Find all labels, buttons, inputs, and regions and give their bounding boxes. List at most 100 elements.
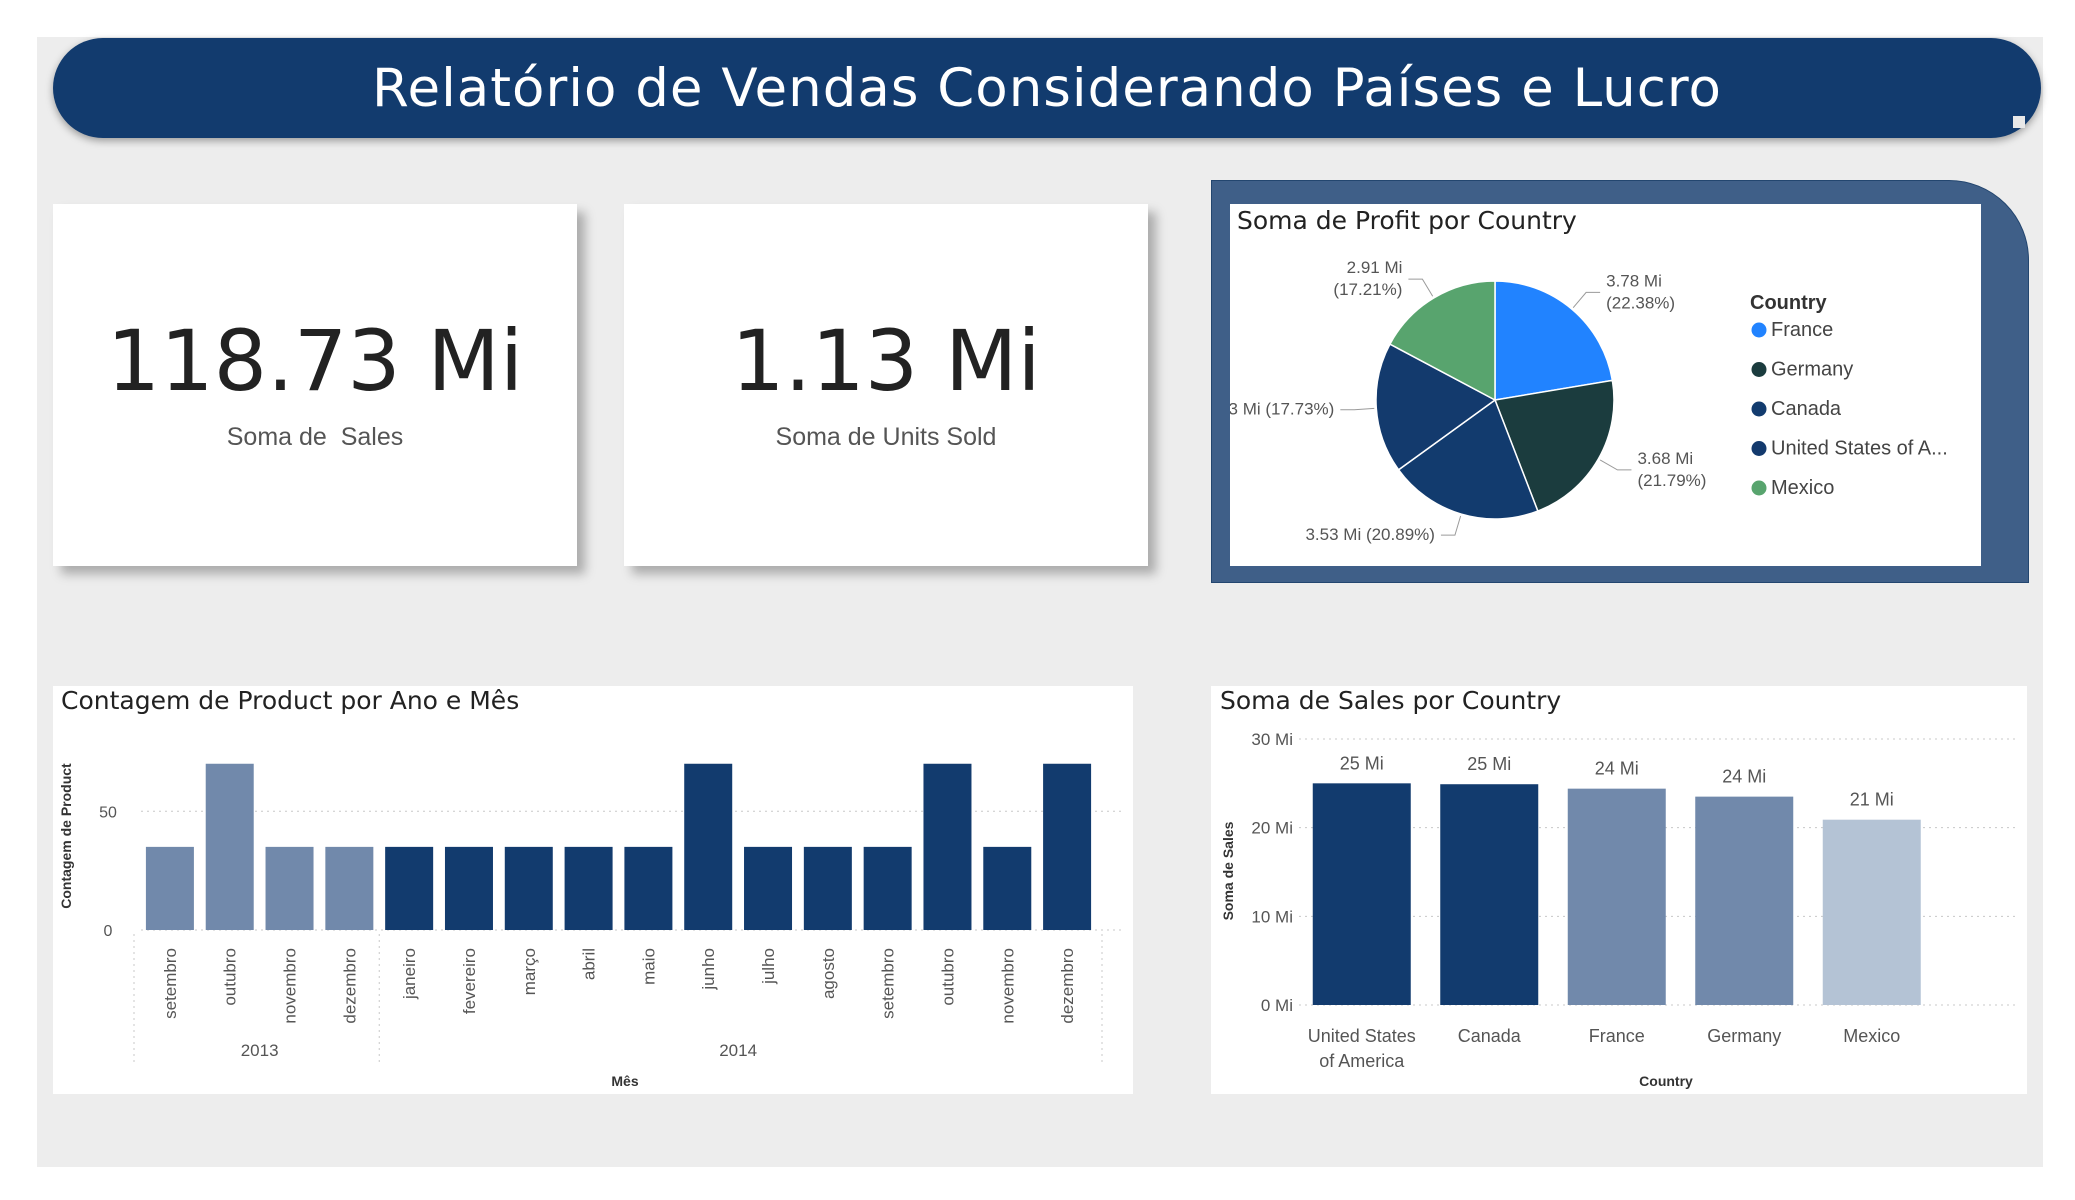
report-banner: Relatório de Vendas Considerando Países … — [53, 38, 2041, 138]
country-data-label: 21 Mi — [1850, 790, 1894, 810]
pie-legend-label: France — [1771, 319, 1833, 341]
pie-data-label: 3 Mi (17.73%) — [1230, 400, 1334, 419]
month-tick-label: junho — [699, 948, 718, 991]
pie-chart-panel[interactable]: Soma de Profit por Country 3.78 Mi (22.38… — [1230, 204, 1981, 566]
pie-chart-title: Soma de Profit por Country — [1237, 206, 1577, 235]
pie-slice — [1494, 280, 1614, 401]
country-tick-label: of America — [1319, 1051, 1405, 1071]
y-axis-label: Soma de Sales — [1220, 821, 1236, 920]
pie-leader-line — [1572, 291, 1601, 308]
month-tick-label: dezembro — [340, 948, 359, 1024]
pie-data-label: 3.68 Mi (21.79%) — [1637, 449, 1706, 490]
pie-leader-line — [1440, 515, 1462, 536]
y-tick-label: 20 Mi — [1251, 819, 1293, 838]
pie-slice — [1493, 379, 1615, 513]
month-tick-label: agosto — [819, 948, 838, 999]
pie-data-label: 3.78 Mi (22.38%) — [1606, 271, 1675, 312]
pie-legend-marker — [1751, 441, 1767, 456]
country-data-label: 24 Mi — [1722, 767, 1766, 787]
product-count-chart-panel[interactable]: Contagem de Product por Ano e Mês 0 50 Con… — [53, 686, 1133, 1094]
report-title: Relatório de Vendas Considerando Países … — [372, 57, 1722, 119]
pie-leader-line — [1599, 459, 1632, 471]
kpi-card-sales[interactable]: 118.73 Mi Soma de Sales — [53, 204, 577, 566]
product-count-chart: 0 50 Contagem de Product setembro outubro nov… — [58, 763, 1125, 1089]
country-tick-label: Germany — [1707, 1026, 1781, 1046]
country-bar — [1695, 796, 1794, 1005]
month-tick-label: março — [520, 948, 539, 995]
y-axis-label: Contagem de Product — [58, 763, 74, 909]
country-bar — [1822, 819, 1921, 1005]
month-bar — [684, 763, 733, 930]
x-axis-label: Mês — [611, 1073, 638, 1089]
pie-data-label: 2.91 Mi (17.21%) — [1333, 258, 1402, 299]
kpi-label-units-sold: Soma de Units Sold — [775, 422, 997, 451]
resize-handle-icon[interactable] — [2013, 116, 2025, 128]
kpi-value-units-sold: 1.13 Mi — [731, 311, 1041, 410]
month-bar — [983, 846, 1032, 930]
sales-by-country-chart: 0 Mi 10 Mi 20 Mi 30 Mi Soma de Sales 25 Mi Uni… — [1220, 730, 2016, 1089]
pie-slice — [1375, 343, 1497, 471]
country-bar — [1440, 784, 1539, 1005]
country-data-label: 24 Mi — [1595, 759, 1639, 779]
pie-legend-label: Mexico — [1771, 477, 1834, 499]
country-tick-label: United States — [1308, 1026, 1416, 1046]
month-tick-label: outubro — [221, 948, 240, 1006]
month-tick-label: setembro — [161, 948, 180, 1019]
month-bar — [923, 763, 972, 930]
pie-leader-line — [1340, 407, 1375, 411]
month-bar — [863, 846, 912, 930]
pie-legend-marker — [1751, 401, 1767, 417]
x-axis-label: Country — [1639, 1073, 1693, 1089]
pie-data-label: 3.53 Mi (20.89%) — [1305, 525, 1434, 544]
month-bar — [205, 763, 254, 930]
month-tick-label: novembro — [998, 948, 1017, 1024]
y-tick-label: 0 Mi — [1261, 996, 1293, 1015]
month-bar — [744, 846, 793, 930]
year-group-label: 2014 — [719, 1041, 757, 1060]
month-bar — [325, 846, 374, 930]
country-tick-label: Canada — [1458, 1026, 1522, 1046]
country-tick-label: Mexico — [1843, 1026, 1900, 1046]
country-bar — [1567, 788, 1666, 1005]
kpi-card-units-sold[interactable]: 1.13 Mi Soma de Units Sold — [624, 204, 1148, 566]
sales-by-country-chart-title: Soma de Sales por Country — [1220, 686, 1562, 715]
month-bar — [564, 846, 613, 930]
month-bar — [265, 846, 314, 930]
pie-slice — [1397, 398, 1539, 520]
country-data-label: 25 Mi — [1467, 754, 1511, 774]
pie-legend-marker — [1751, 322, 1767, 338]
country-bar — [1312, 783, 1411, 1005]
pie-slice — [1388, 280, 1496, 402]
month-tick-label: outubro — [938, 948, 957, 1006]
sales-by-country-chart-panel[interactable]: Soma de Sales por Country 0 Mi 10 Mi 20 Mi… — [1211, 686, 2027, 1094]
y-tick-label: 50 — [99, 804, 117, 821]
product-count-chart-title: Contagem de Product por Ano e Mês — [61, 686, 520, 715]
month-bar — [624, 846, 673, 930]
month-tick-label: dezembro — [1058, 948, 1077, 1024]
pie-leader-line — [1408, 278, 1434, 297]
pie-legend-title: Country — [1750, 292, 1828, 314]
month-tick-label: janeiro — [400, 948, 419, 1000]
country-data-label: 25 Mi — [1340, 753, 1384, 773]
pie-legend-label: United States of A... — [1771, 438, 1948, 460]
month-tick-label: setembro — [879, 948, 898, 1019]
pie-chart: 3.78 Mi (22.38%) 3.68 Mi (21.79%) 3.53 Mi (2… — [1230, 258, 1948, 544]
y-tick-label: 30 Mi — [1251, 730, 1293, 749]
year-group-label: 2013 — [241, 1041, 279, 1060]
pie-legend-label: Canada — [1771, 398, 1842, 420]
month-tick-label: maio — [639, 948, 658, 985]
month-tick-label: julho — [759, 948, 778, 985]
month-bar — [504, 846, 553, 930]
month-bar — [444, 846, 493, 930]
pie-legend-label: Germany — [1771, 359, 1853, 381]
pie-legend-marker — [1751, 480, 1767, 496]
month-tick-label: fevereiro — [460, 948, 479, 1014]
y-tick-label: 10 Mi — [1251, 907, 1293, 926]
kpi-value-sales: 118.73 Mi — [106, 311, 524, 410]
month-bar — [385, 846, 434, 930]
pie-legend-marker — [1751, 362, 1767, 377]
country-tick-label: France — [1589, 1026, 1645, 1046]
month-tick-label: novembro — [281, 948, 300, 1024]
y-tick-label: 0 — [104, 923, 113, 940]
month-bar — [145, 846, 194, 930]
